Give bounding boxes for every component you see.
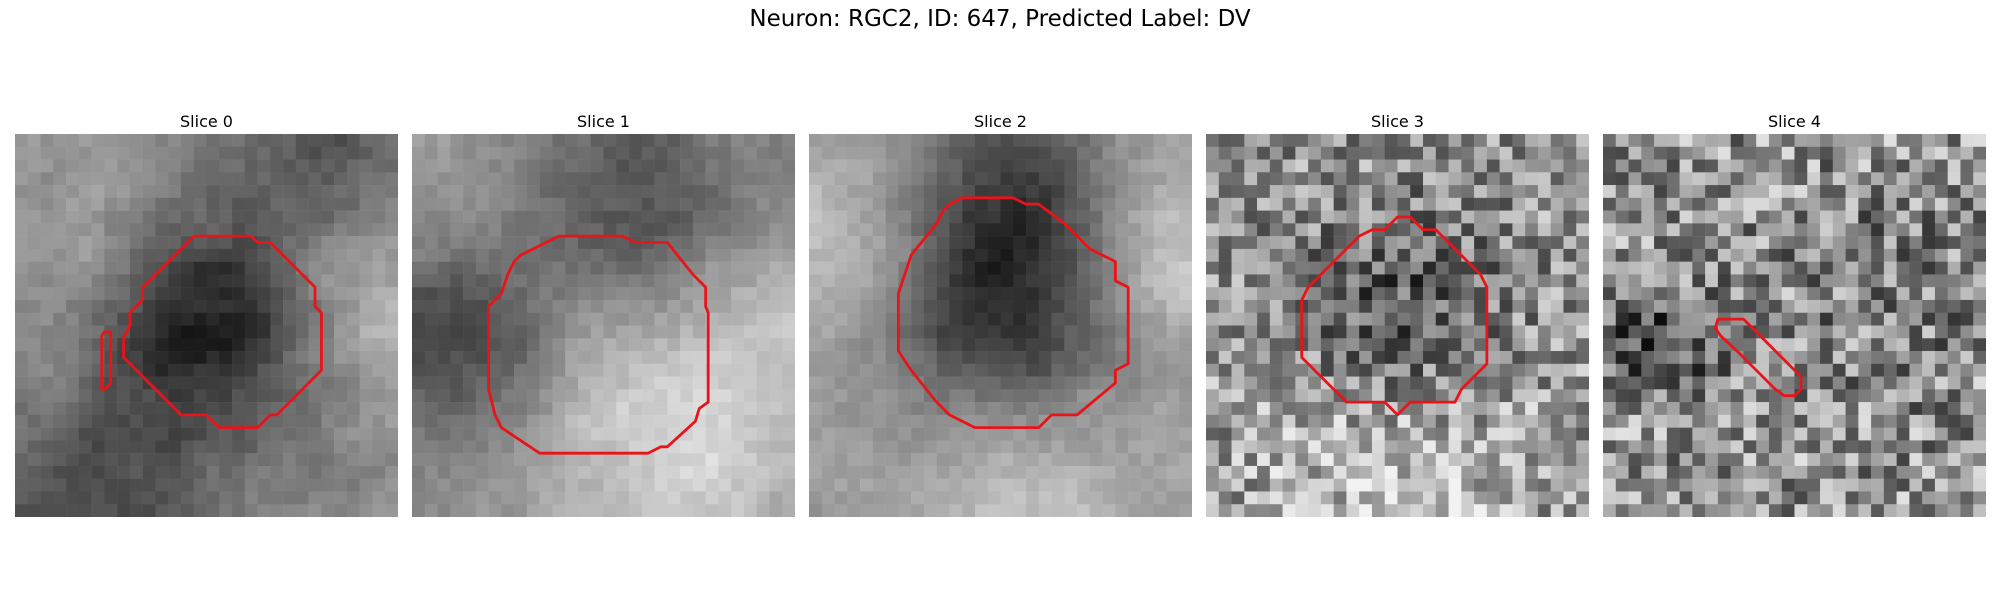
slice-image — [1206, 134, 1589, 517]
slice-image — [412, 134, 795, 517]
roi-contour — [487, 234, 710, 455]
roi-contour — [100, 330, 113, 391]
slice-panel-1: Slice 1 — [412, 110, 795, 517]
slice-image — [1603, 134, 1986, 517]
slice-image — [809, 134, 1192, 517]
slice-title: Slice 1 — [577, 112, 630, 131]
slice-panel-3: Slice 3 — [1206, 110, 1589, 517]
slice-panel-0: Slice 0 — [15, 110, 398, 517]
slice-panel-2: Slice 2 — [809, 110, 1192, 517]
slice-title: Slice 3 — [1371, 112, 1424, 131]
roi-contour — [122, 234, 323, 430]
roi-contour — [1300, 215, 1489, 417]
slice-panel-4: Slice 4 — [1603, 110, 1986, 517]
slice-image — [15, 134, 398, 517]
figure-title: Neuron: RGC2, ID: 647, Predicted Label: … — [749, 6, 1251, 32]
roi-contour — [896, 196, 1130, 430]
slice-title: Slice 0 — [180, 112, 233, 131]
roi-contour — [1713, 317, 1803, 398]
slice-title: Slice 4 — [1768, 112, 1821, 131]
slice-title: Slice 2 — [974, 112, 1027, 131]
